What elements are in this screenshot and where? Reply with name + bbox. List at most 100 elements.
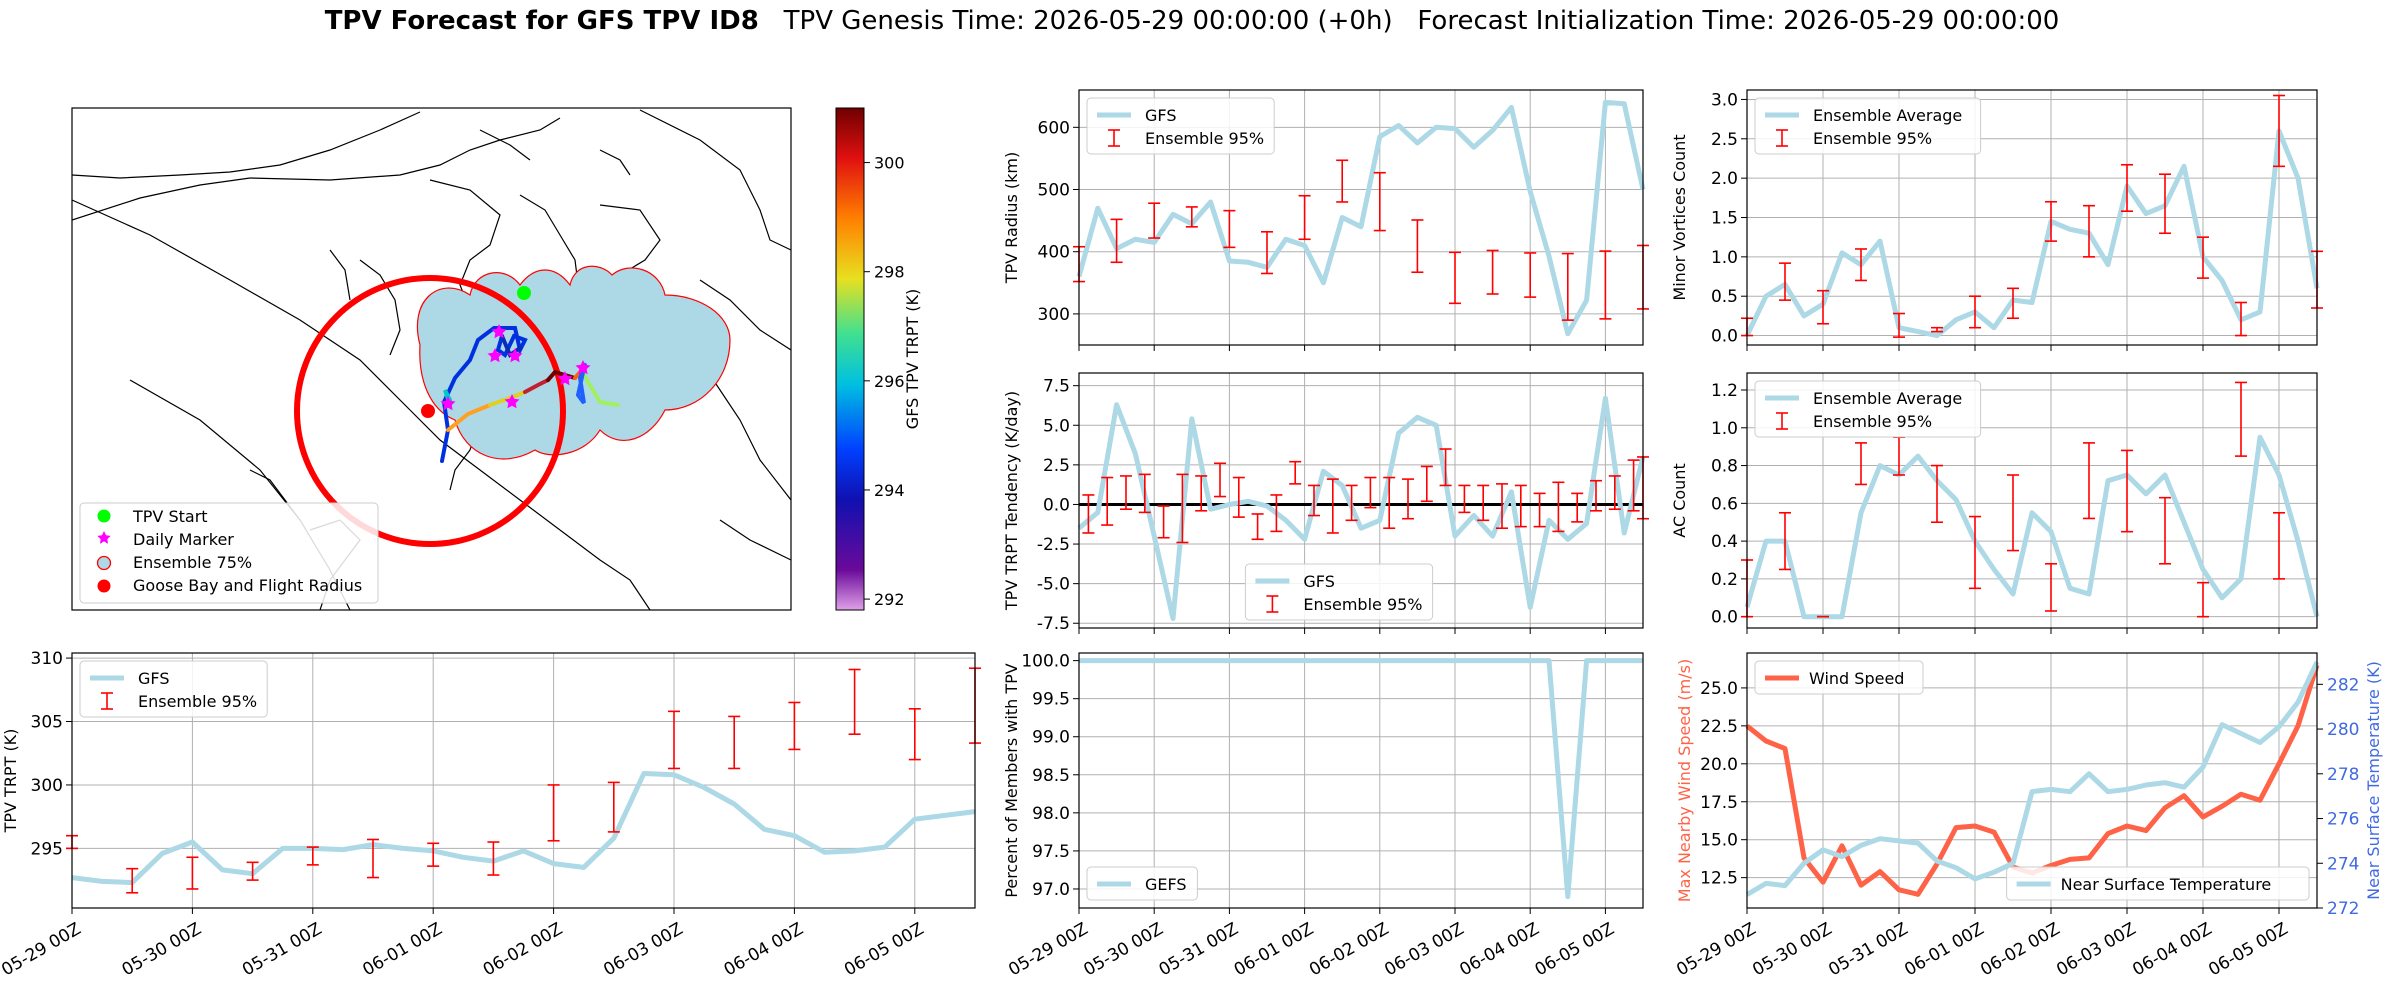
legend-label: Ensemble 95%: [1303, 595, 1422, 614]
y-tick-label-right: 276: [2327, 810, 2359, 830]
x-tick-label: 06-03 00Z: [2053, 919, 2139, 980]
legend-label: Wind Speed: [1809, 669, 1904, 688]
legend-label: GFS: [1145, 106, 1176, 125]
figure-title: TPV Forecast for GFS TPV ID8 TPV Genesis…: [0, 6, 2384, 36]
legend-label: Goose Bay and Flight Radius: [133, 576, 362, 595]
legend-label: Ensemble 95%: [1145, 129, 1264, 148]
y-tick-label: 305: [31, 713, 63, 733]
y-axis-label: AC Count: [1670, 463, 1689, 537]
y-tick-label: 2.5: [1043, 456, 1070, 476]
colorbar-ticks: 292 294 296 298 300: [864, 154, 905, 609]
y-tick-label: 5.0: [1043, 416, 1070, 436]
y-tick-label: 98.5: [1032, 766, 1070, 786]
y-tick-label: 0.8: [1711, 457, 1738, 477]
plot-area: [1747, 653, 2317, 908]
series-line: [1079, 658, 1643, 900]
y-tick-label: 2.0: [1711, 169, 1738, 189]
colorbar: [835, 107, 865, 611]
y-tick-label-right: 274: [2327, 854, 2359, 874]
legend-box: [1244, 563, 1434, 621]
ensemble-75-region: [416, 265, 731, 460]
y-tick-label-right: 278: [2327, 765, 2359, 785]
y-tick-label: 25.0: [1700, 679, 1738, 699]
colorbar-tick-label: 298: [874, 263, 905, 282]
y-tick-label: -2.5: [1037, 535, 1070, 555]
series-line: [1077, 395, 1646, 621]
legend-label: TPV Start: [132, 507, 208, 526]
x-tick-label: 06-01 00Z: [1231, 919, 1317, 980]
legend-label: GEFS: [1145, 875, 1187, 894]
colorbar-tick-label: 296: [874, 372, 905, 391]
legend: Wind Speed Near Surface Temperature: [1754, 660, 2310, 901]
legend-box: [1754, 97, 1982, 155]
y-tick-label: 300: [31, 776, 63, 796]
y-tick-label: 0.0: [1043, 495, 1070, 515]
y-tick-label: 295: [31, 839, 63, 859]
series-line: [1744, 434, 2320, 620]
y-tick-label-right: 272: [2327, 899, 2359, 919]
y-axis-label: TPV Radius (km): [1002, 152, 1021, 285]
legend: GFS Ensemble 95%: [1086, 97, 1275, 155]
colorbar-tick-label: 300: [874, 154, 905, 173]
y-axis-label: Percent of Members with TPV: [1002, 663, 1021, 897]
plot-frame: [1746, 372, 2318, 629]
legend-box: [79, 660, 268, 718]
legend-label: Daily Marker: [133, 530, 234, 549]
chart-minor-vortices: 0.0 0.5 1.0 1.5 2.0 2.5 3.0 Minor Vortices Coun…: [1670, 89, 2323, 351]
x-tick-label: 06-04 00Z: [2129, 919, 2215, 980]
legend-label: Ensemble 95%: [1813, 412, 1932, 431]
x-tick-label: 05-29 00Z: [1673, 919, 1759, 980]
y-axis-label: TPV TRPT Tendency (K/day): [1002, 391, 1021, 611]
x-tick-label: 06-05 00Z: [1532, 919, 1618, 980]
y-tick-label: -5.0: [1037, 575, 1070, 595]
chart-trpt: 295 300 305 310 TPV TRPT (K) 05-29 00Z 05-30 0…: [0, 649, 981, 980]
chart-ac-count: 0.0 0.2 0.4 0.6 0.8 1.0 1.2 AC Count Ensemble Av…: [1670, 372, 2320, 634]
x-tick-label: 06-02 00Z: [1977, 919, 2063, 980]
colorbar-tick-label: 294: [874, 481, 905, 500]
x-tick-label: 06-01 00Z: [1901, 919, 1987, 980]
legend-label: GFS: [1303, 572, 1334, 591]
y-tick-label: 99.5: [1032, 690, 1070, 710]
y-tick-label: 12.5: [1700, 869, 1738, 889]
flight-radius-circle: [294, 275, 566, 547]
daily-marker-icon: [575, 360, 591, 375]
y-tick-label: 99.0: [1032, 728, 1070, 748]
legend: GFS Ensemble 95%: [1244, 563, 1434, 621]
x-tick-label: 06-02 00Z: [1306, 919, 1392, 980]
legend-box: [2006, 866, 2310, 901]
legend-label: Ensemble Average: [1813, 389, 1962, 408]
y-tick-label: 0.4: [1711, 532, 1738, 552]
legend: Ensemble Average Ensemble 95%: [1754, 97, 1982, 155]
tpv-start-marker: [517, 286, 531, 300]
legend-box: [1754, 660, 1924, 695]
chart-radius: 300 400 500 600 TPV Radius (km) GFS Ensemble 9…: [1002, 89, 1649, 351]
legend-label: Ensemble Average: [1813, 106, 1962, 125]
x-tick-label: 06-05 00Z: [2205, 919, 2291, 980]
map-frame: [71, 107, 792, 611]
y-tick-label: 2.5: [1711, 130, 1738, 150]
x-tick-label: 06-02 00Z: [480, 919, 566, 980]
y-tick-label-right: 282: [2327, 675, 2359, 695]
figure-title-bold: TPV Forecast for GFS TPV ID8: [324, 6, 759, 36]
y-tick-label: 97.5: [1032, 842, 1070, 862]
y-tick-label: 0.6: [1711, 494, 1738, 514]
figure-title-init: Forecast Initialization Time: 2026-05-29…: [1417, 6, 2060, 36]
x-tick-label: 05-31 00Z: [239, 919, 325, 980]
y-tick-label: -7.5: [1037, 614, 1070, 634]
x-tick-label: 05-30 00Z: [119, 919, 205, 980]
y-tick-label: 0.2: [1711, 570, 1738, 590]
plot-frame: [1746, 89, 2318, 346]
y-tick-label: 500: [1038, 181, 1070, 201]
x-tick-label: 06-05 00Z: [841, 919, 927, 980]
daily-marker-icon: [491, 324, 507, 339]
daily-marker-icon: [440, 396, 456, 411]
y-tick-label: 0.0: [1711, 608, 1738, 628]
map-legend: TPV Start Daily Marker Ensemble 75% Goos…: [79, 502, 379, 604]
x-tick-label: 06-04 00Z: [721, 919, 807, 980]
y-tick-label: 15.0: [1700, 831, 1738, 851]
plot-frame: [71, 652, 976, 909]
y-axis-label: Minor Vortices Count: [1670, 134, 1689, 300]
series-line: [1745, 660, 2320, 897]
daily-marker-icon: [507, 348, 523, 363]
